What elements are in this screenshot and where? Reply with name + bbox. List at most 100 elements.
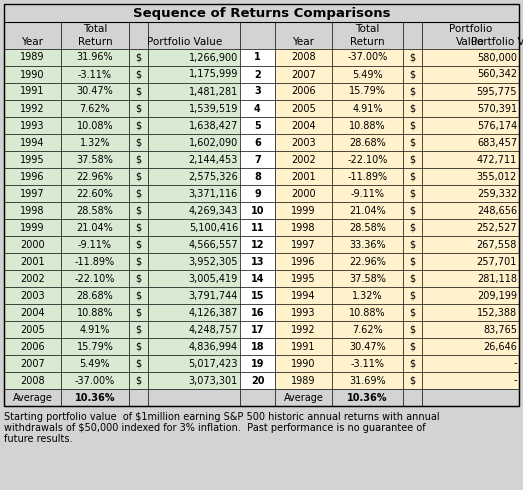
Text: 15.79%: 15.79% [76,342,113,351]
Bar [240,372,275,389]
Text: $: $ [410,52,416,63]
Text: 4,269,343: 4,269,343 [189,205,238,216]
Text: 8: 8 [254,172,261,181]
Text: 15: 15 [251,291,264,300]
Text: 10.88%: 10.88% [77,308,113,318]
Text: 2008: 2008 [20,375,45,386]
Text: 1996: 1996 [20,172,45,181]
Bar [4,202,240,219]
Text: 2003: 2003 [291,138,316,147]
Bar [240,117,275,134]
Text: 5.49%: 5.49% [352,70,383,79]
Text: 30.47%: 30.47% [349,342,386,351]
Text: 595,775: 595,775 [476,87,517,97]
Text: 22.96%: 22.96% [76,172,113,181]
Text: Return: Return [78,37,112,47]
Text: 1996: 1996 [291,256,316,267]
Text: 4.91%: 4.91% [79,324,110,335]
Text: 14: 14 [251,273,264,284]
Text: Starting portfolio value  of $1million earning S&P 500 historic annual returns w: Starting portfolio value of $1million ea… [4,412,440,422]
Text: 10: 10 [251,205,264,216]
Bar [240,202,275,219]
Text: Sequence of Returns Comparisons: Sequence of Returns Comparisons [133,6,390,20]
Text: 3,073,301: 3,073,301 [189,375,238,386]
Text: 2007: 2007 [291,70,316,79]
Bar [275,49,519,66]
Text: 2001: 2001 [291,172,316,181]
Text: 18: 18 [251,342,264,351]
Bar [275,287,519,304]
Text: 1990: 1990 [20,70,45,79]
Text: 2006: 2006 [291,87,316,97]
Bar [275,304,519,321]
Bar [4,100,240,117]
Text: 1995: 1995 [20,154,45,165]
Text: 3: 3 [254,87,261,97]
Text: Average: Average [283,392,323,402]
Text: 1.32%: 1.32% [79,138,110,147]
Text: 2006: 2006 [20,342,45,351]
Text: $: $ [410,103,416,114]
Text: 7: 7 [254,154,261,165]
Text: 7.62%: 7.62% [352,324,383,335]
Bar [4,4,519,406]
Text: 2003: 2003 [20,291,45,300]
Bar [4,287,240,304]
Text: Portfolio: Portfolio [449,24,492,33]
Text: -22.10%: -22.10% [75,273,115,284]
Text: 4,126,387: 4,126,387 [189,308,238,318]
Text: $: $ [135,240,142,249]
Text: 22.60%: 22.60% [76,189,113,198]
Text: 152,388: 152,388 [477,308,517,318]
Text: 4,566,557: 4,566,557 [188,240,238,249]
Text: -: - [514,375,517,386]
Text: 1,539,519: 1,539,519 [189,103,238,114]
Bar [275,219,519,236]
Bar [240,304,275,321]
Bar [240,287,275,304]
Bar [4,304,240,321]
Bar [275,236,519,253]
Text: 267,558: 267,558 [476,240,517,249]
Text: 12: 12 [251,240,264,249]
Text: $: $ [410,154,416,165]
Text: 2007: 2007 [20,359,45,368]
Text: $: $ [135,375,142,386]
Text: 7.62%: 7.62% [79,103,110,114]
Text: $: $ [410,70,416,79]
Text: 3,005,419: 3,005,419 [189,273,238,284]
Bar [4,168,240,185]
Text: 355,012: 355,012 [477,172,517,181]
Text: $: $ [410,256,416,267]
Bar [240,185,275,202]
Text: $: $ [135,121,142,130]
Bar [4,49,240,66]
Text: 209,199: 209,199 [477,291,517,300]
Bar [275,168,519,185]
Text: 257,701: 257,701 [476,256,517,267]
Text: $: $ [410,273,416,284]
Bar [240,270,275,287]
Text: 570,391: 570,391 [477,103,517,114]
Text: 21.04%: 21.04% [77,222,113,232]
Text: 1997: 1997 [291,240,316,249]
Text: 10.36%: 10.36% [347,392,388,402]
Text: $: $ [135,342,142,351]
Text: -: - [514,359,517,368]
Text: $: $ [410,291,416,300]
Text: 2000: 2000 [20,240,45,249]
Text: -37.00%: -37.00% [75,375,115,386]
Bar [4,185,240,202]
Bar [4,355,240,372]
Text: 6: 6 [254,138,261,147]
Text: 4,248,757: 4,248,757 [188,324,238,335]
Text: $: $ [135,52,142,63]
Text: 252,527: 252,527 [476,222,517,232]
Text: 2004: 2004 [291,121,316,130]
Text: 11: 11 [251,222,264,232]
Bar [4,22,240,49]
Text: 281,118: 281,118 [477,273,517,284]
Text: 3,952,305: 3,952,305 [188,256,238,267]
Text: 2001: 2001 [20,256,45,267]
Text: $: $ [410,240,416,249]
